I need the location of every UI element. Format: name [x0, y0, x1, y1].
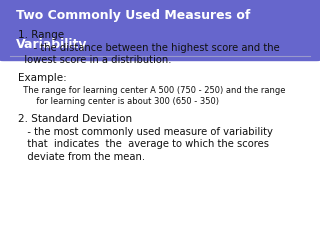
Text: - the distance between the highest score and the: - the distance between the highest score…: [18, 43, 279, 53]
Text: The range for learning center A 500 (750 - 250) and the range: The range for learning center A 500 (750…: [18, 86, 285, 95]
Text: 1. Range: 1. Range: [18, 30, 64, 40]
Text: Variability: Variability: [16, 38, 87, 51]
Text: that  indicates  the  average to which the scores: that indicates the average to which the …: [18, 139, 268, 150]
FancyBboxPatch shape: [4, 31, 316, 55]
Text: deviate from the mean.: deviate from the mean.: [18, 152, 145, 162]
Text: - the most commonly used measure of variability: - the most commonly used measure of vari…: [18, 127, 272, 137]
Text: Example:: Example:: [18, 73, 66, 83]
Text: 2. Standard Deviation: 2. Standard Deviation: [18, 114, 132, 124]
Text: lowest score in a distribution.: lowest score in a distribution.: [18, 55, 171, 66]
Text: Two Commonly Used Measures of: Two Commonly Used Measures of: [16, 9, 250, 22]
Text: for learning center is about 300 (650 - 350): for learning center is about 300 (650 - …: [18, 97, 219, 106]
FancyBboxPatch shape: [0, 0, 320, 61]
